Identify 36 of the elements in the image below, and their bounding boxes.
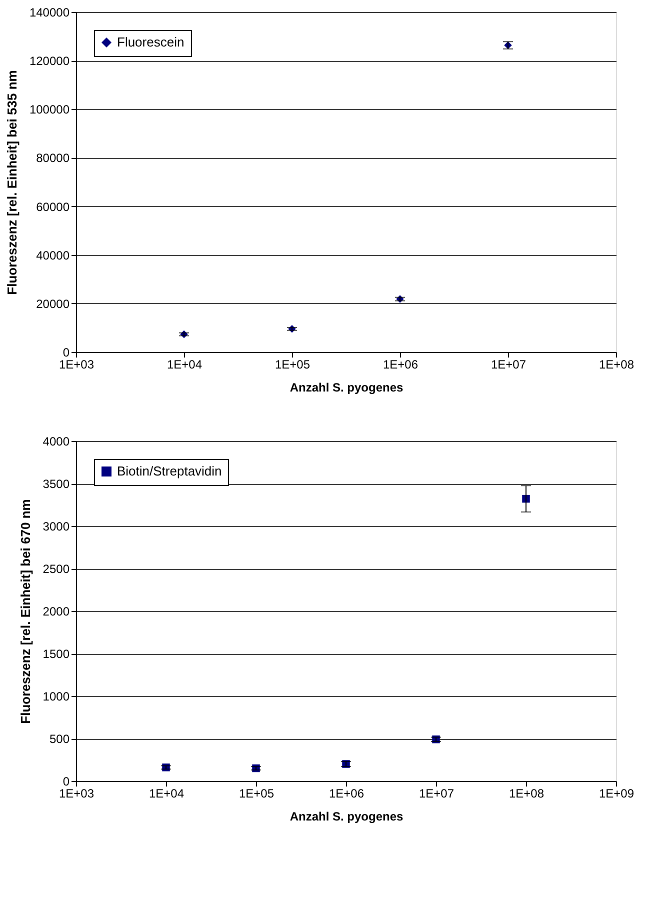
y-tick-label: 1000 — [42, 690, 70, 704]
y-tick-label: 0 — [62, 346, 70, 360]
y-tick-label: 140000 — [29, 6, 70, 20]
y-tick-label: 40000 — [36, 248, 70, 262]
y-tick-label: 2500 — [42, 562, 70, 576]
x-tick-label: 1E+06 — [328, 786, 364, 800]
y-tick-label: 0 — [62, 774, 70, 788]
y-tick-label: 60000 — [36, 200, 70, 214]
x-tick-label: 1E+07 — [490, 358, 526, 372]
y-tick-label: 2000 — [42, 604, 70, 618]
y-tick-label: 20000 — [36, 296, 70, 311]
x-tick-label: 1E+03 — [58, 786, 94, 800]
x-axis-title: Anzahl S. pyogenes — [290, 810, 404, 824]
x-tick-label: 1E+07 — [418, 786, 454, 800]
legend-label: Biotin/Streptavidin — [117, 464, 222, 478]
x-tick-label: 1E+05 — [238, 786, 274, 800]
y-tick-label: 3000 — [42, 520, 70, 534]
y-tick-label: 100000 — [29, 102, 70, 117]
x-tick-label: 1E+04 — [148, 786, 184, 800]
y-tick-label: 4000 — [42, 434, 70, 448]
legend-label: Fluorescein — [117, 34, 184, 50]
x-tick-label: 1E+03 — [58, 358, 94, 372]
x-tick-label: 1E+05 — [274, 358, 310, 372]
x-tick-label: 1E+06 — [382, 358, 418, 372]
y-axis-title: Fluoreszenz [rel. Einheit] bei 670 nm — [18, 499, 33, 724]
y-tick-label: 80000 — [36, 151, 70, 166]
y-axis-title: Fluoreszenz [rel. Einheit] bei 535 nm — [4, 70, 20, 295]
y-tick-label: 500 — [49, 732, 70, 746]
y-tick-label: 120000 — [29, 54, 70, 68]
x-axis-title: Anzahl S. pyogenes — [290, 380, 404, 394]
x-tick-label: 1E+09 — [598, 786, 634, 800]
y-tick-label: 3500 — [42, 477, 70, 491]
x-tick-label: 1E+08 — [598, 358, 634, 372]
y-tick-label: 1500 — [42, 647, 70, 661]
x-tick-label: 1E+04 — [166, 358, 202, 372]
x-tick-label: 1E+08 — [508, 786, 544, 800]
